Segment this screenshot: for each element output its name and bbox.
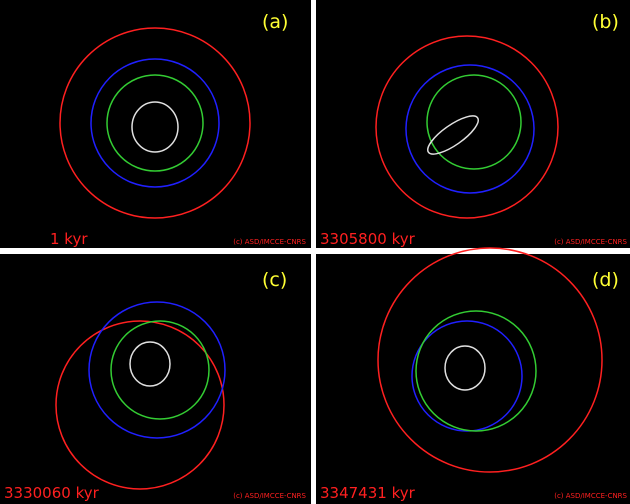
orbit <box>426 74 522 170</box>
panel-bg <box>0 0 311 248</box>
time-label: 3305800 kyr <box>320 230 416 248</box>
orbit <box>131 101 179 153</box>
orbit <box>377 247 603 473</box>
panel-bg <box>0 254 311 504</box>
credit: (c) ASD/IMCCE-CNRS <box>233 492 306 500</box>
panel-label: (d) <box>592 269 619 291</box>
orbit <box>106 74 204 172</box>
credit: (c) ASD/IMCCE-CNRS <box>233 238 306 246</box>
panel-label: (a) <box>262 11 288 33</box>
panel: (d) 3347431 kyr (c) ASD/IMCCE-CNRS <box>316 247 630 504</box>
orbit <box>375 35 559 219</box>
orbit <box>415 310 537 432</box>
time-label: 3330060 kyr <box>4 484 100 502</box>
orbit <box>55 320 225 490</box>
orbit <box>129 341 171 387</box>
orbit <box>59 27 251 219</box>
orbit <box>427 115 479 155</box>
panel-bg <box>316 0 630 248</box>
orbit <box>444 345 486 391</box>
panel: (a) 1 kyr (c) ASD/IMCCE-CNRS <box>0 0 311 248</box>
time-label: 3347431 kyr <box>320 484 416 502</box>
orbit <box>110 320 210 420</box>
orbit <box>90 58 220 188</box>
panel: (c) 3330060 kyr (c) ASD/IMCCE-CNRS <box>0 254 311 504</box>
orbit <box>88 301 226 439</box>
orbit <box>405 64 535 194</box>
credit: (c) ASD/IMCCE-CNRS <box>554 492 627 500</box>
panel: (b) 3305800 kyr (c) ASD/IMCCE-CNRS <box>316 0 630 248</box>
panel-label: (c) <box>262 269 287 291</box>
panel-bg <box>316 254 630 504</box>
credit: (c) ASD/IMCCE-CNRS <box>554 238 627 246</box>
panel-label: (b) <box>592 11 619 33</box>
time-label: 1 kyr <box>50 230 88 248</box>
